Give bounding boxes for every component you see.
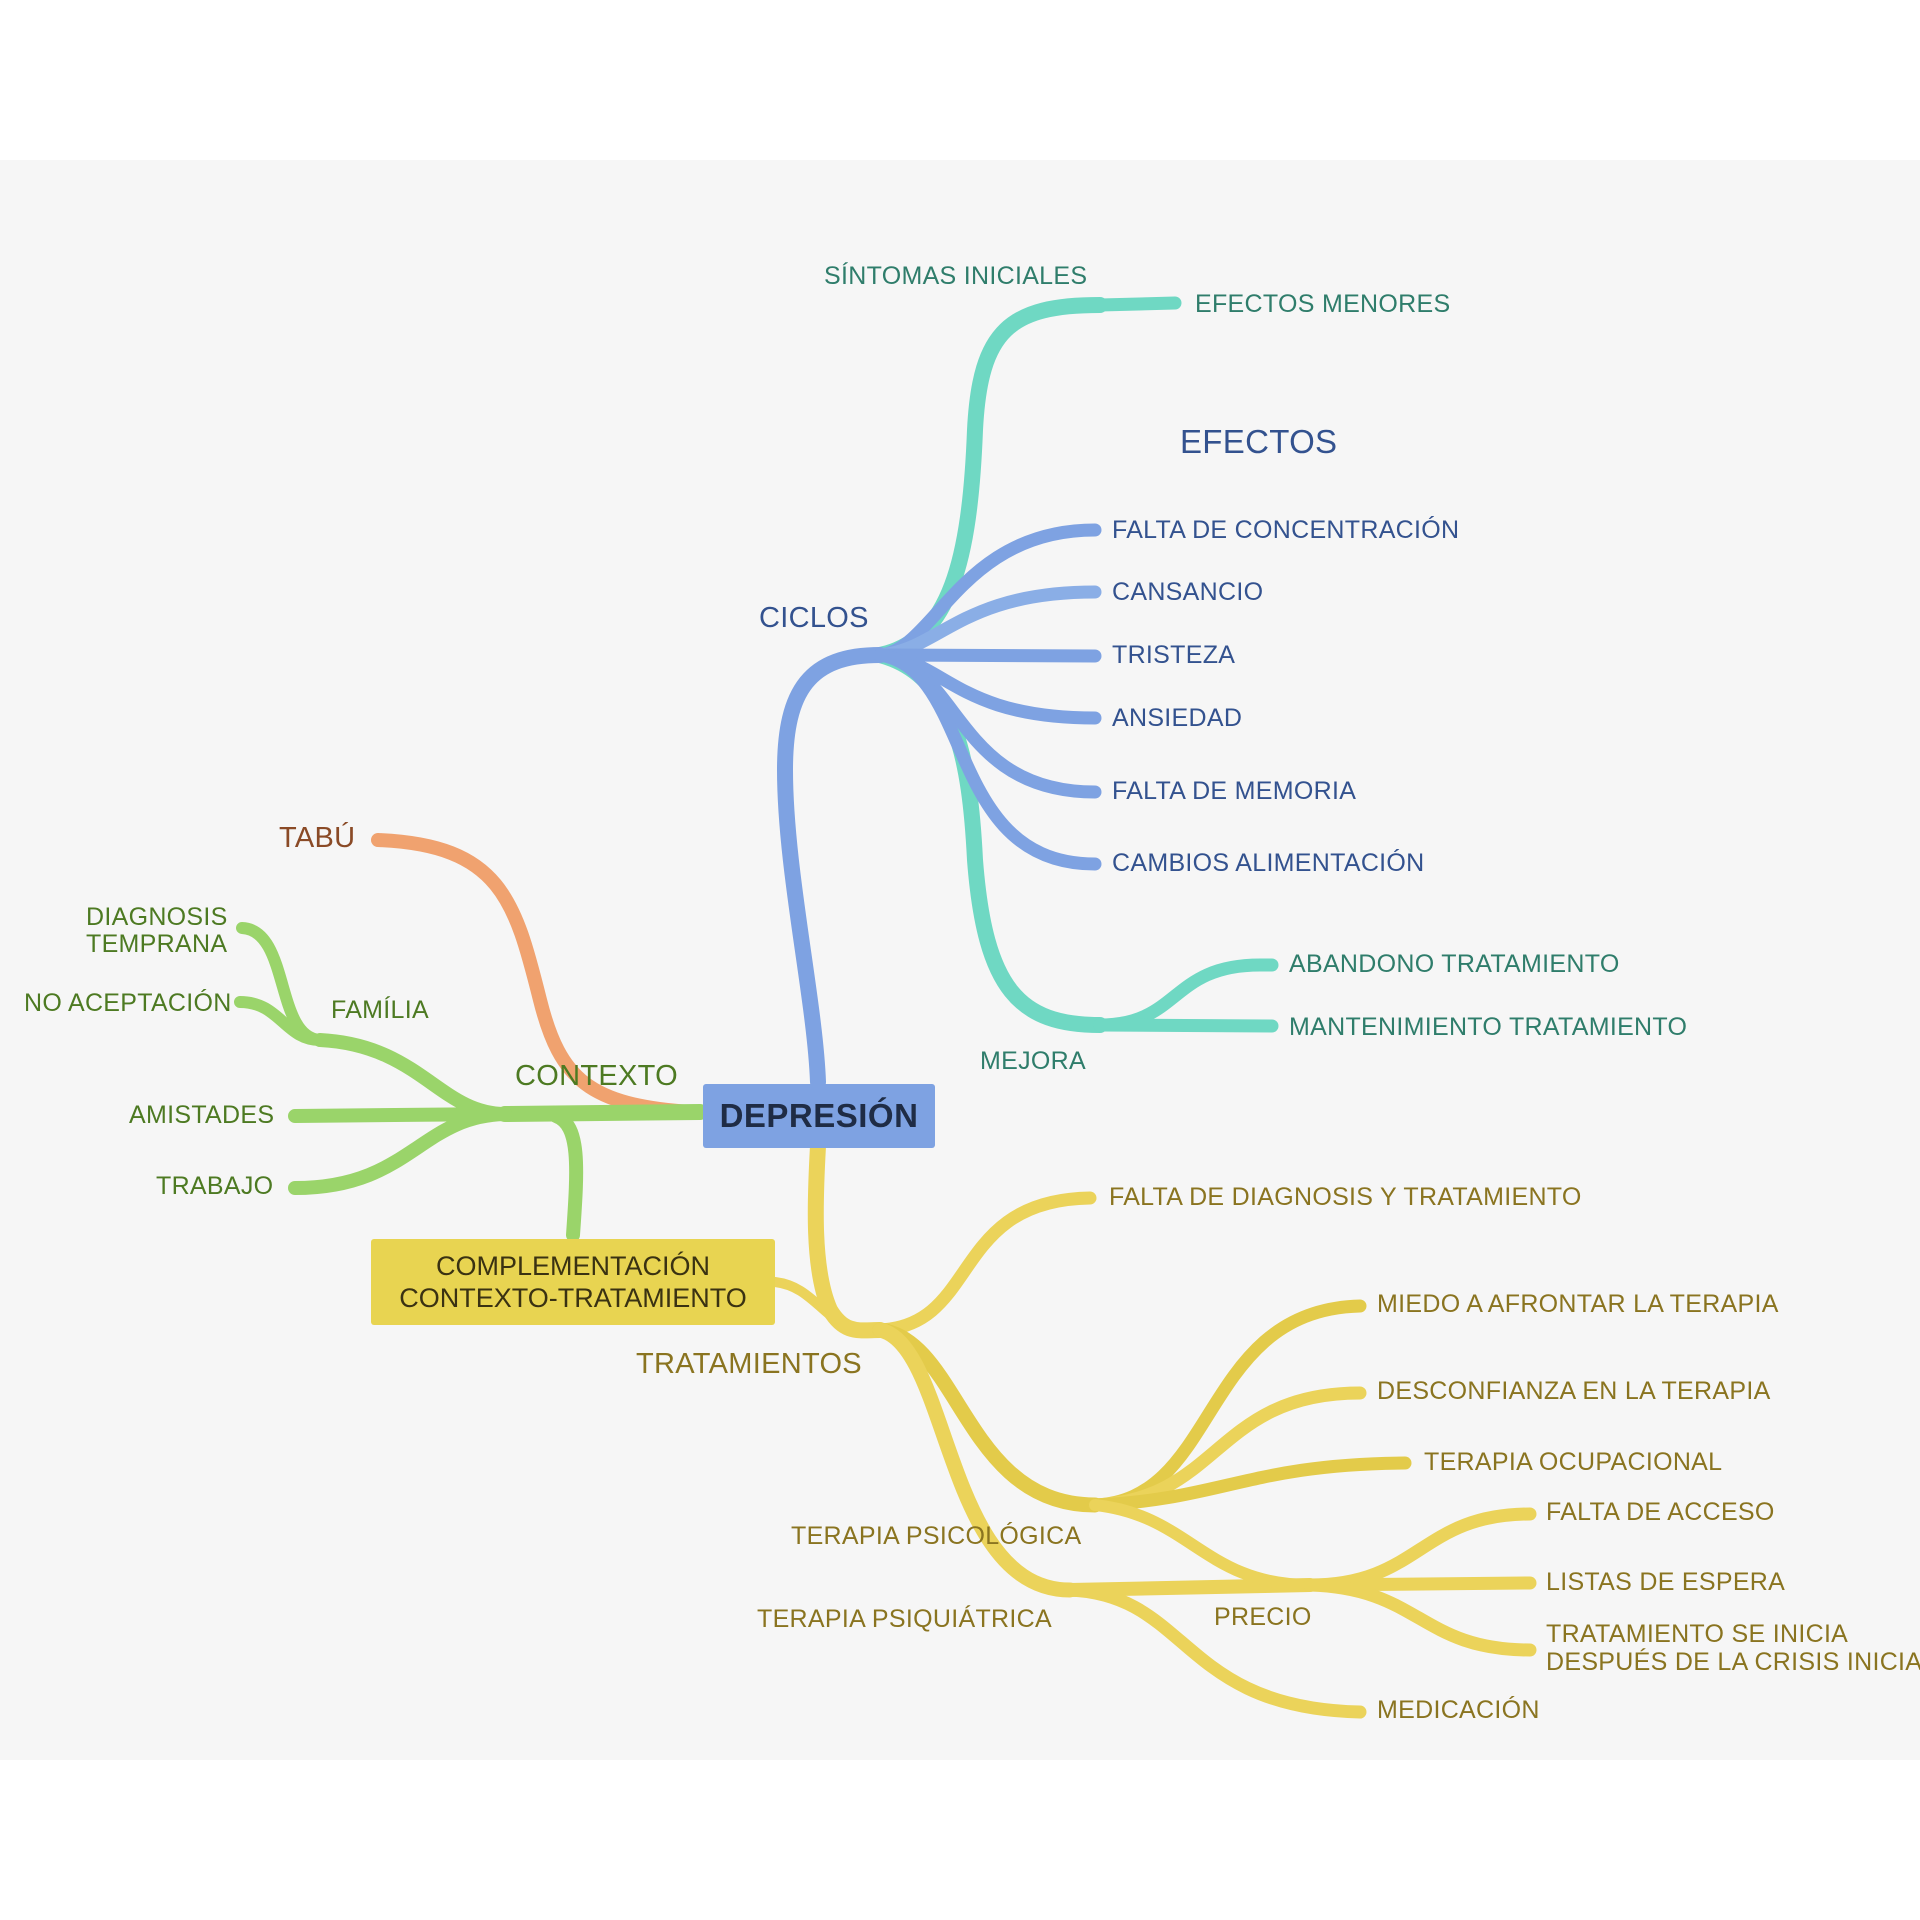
label-efectos-menores[interactable]: EFECTOS MENORES	[1195, 290, 1451, 318]
label-tabu[interactable]: TABÚ	[279, 822, 356, 854]
branch-medicacion	[1063, 1583, 1367, 1719]
label-miedo[interactable]: MIEDO A AFRONTAR LA TERAPIA	[1377, 1290, 1779, 1318]
branch-terapia-psiquiatrica	[872, 1322, 1078, 1598]
label-abandono-tratamiento[interactable]: ABANDONO TRATAMIENTO	[1289, 950, 1620, 978]
label-efecto-2[interactable]: CANSANCIO	[1112, 578, 1264, 606]
branch-mantenimiento	[1093, 1018, 1279, 1033]
label-terapia-ocupacional[interactable]: TERAPIA OCUPACIONAL	[1424, 1448, 1723, 1476]
branch-falta-diagnosis	[873, 1191, 1097, 1337]
root-node-depresion[interactable]: DEPRESIÓN	[703, 1084, 935, 1148]
label-efecto-1[interactable]: FALTA DE CONCENTRACIÓN	[1112, 516, 1460, 544]
label-mejora[interactable]: MEJORA	[980, 1047, 1086, 1075]
label-falta-acceso[interactable]: FALTA DE ACCESO	[1546, 1498, 1775, 1526]
complement-line-1: COMPLEMENTACIÓN	[435, 1251, 711, 1281]
label-listas-espera[interactable]: LISTAS DE ESPERA	[1546, 1568, 1786, 1596]
branch-tratamientos	[807, 1138, 888, 1339]
label-diagnosis[interactable]: DIAGNOSIS	[86, 903, 228, 931]
complement-node[interactable]: COMPLEMENTACIÓN CONTEXTO-TRATAMIENTO	[371, 1239, 775, 1325]
label-familia[interactable]: FAMÍLIA	[331, 996, 429, 1024]
label-efectos[interactable]: EFECTOS	[1180, 423, 1338, 460]
label-sintomas-iniciales[interactable]: SÍNTOMAS INICIALES	[824, 262, 1088, 290]
branch-crisis	[1303, 1578, 1537, 1657]
label-desconfianza[interactable]: DESCONFIANZA EN LA TERAPIA	[1377, 1377, 1771, 1405]
label-despues-crisis[interactable]: DESPUÉS DE LA CRISIS INICIAL	[1546, 1648, 1920, 1676]
label-temprana[interactable]: TEMPRANA	[86, 930, 228, 958]
label-ciclos[interactable]: CICLOS	[759, 602, 869, 634]
label-terapia-psiquiatrica[interactable]: TERAPIA PSIQUIÁTRICA	[757, 1605, 1052, 1633]
branch-trabajo	[288, 1107, 512, 1195]
branch-tabu	[371, 833, 697, 1119]
label-efecto-5[interactable]: FALTA DE MEMORIA	[1112, 777, 1357, 805]
label-efecto-4[interactable]: ANSIEDAD	[1112, 704, 1243, 732]
label-medicacion[interactable]: MEDICACIÓN	[1377, 1696, 1540, 1724]
label-precio[interactable]: PRECIO	[1214, 1603, 1312, 1631]
branch-familia	[313, 1033, 512, 1121]
branch-efecto-2	[873, 585, 1102, 662]
label-tratamiento-se-inicia[interactable]: TRATAMIENTO SE INICIA	[1546, 1620, 1849, 1648]
branch-precio-link	[1089, 1499, 1316, 1591]
branch-abandono	[1093, 958, 1279, 1032]
branch-no-aceptacion	[234, 996, 326, 1046]
label-mantenimiento-tratamiento[interactable]: MANTENIMIENTO TRATAMIENTO	[1289, 1013, 1688, 1041]
label-tratamientos[interactable]: TRATAMIENTOS	[636, 1348, 862, 1380]
label-falta-diagnosis[interactable]: FALTA DE DIAGNOSIS Y TRATAMIENTO	[1109, 1183, 1582, 1211]
branch-efecto-3	[873, 648, 1102, 663]
label-terapia-psicologica[interactable]: TERAPIA PSICOLÓGICA	[791, 1522, 1082, 1550]
branch-ciclos	[776, 647, 888, 1090]
label-no-aceptacion[interactable]: NO ACEPTACIÓN	[24, 989, 232, 1017]
label-amistades[interactable]: AMISTADES	[129, 1101, 275, 1129]
branch-mejora	[872, 647, 1108, 1033]
branch-complement-link	[549, 1109, 584, 1242]
branch-falta-acceso	[1303, 1507, 1537, 1592]
complement-line-2: CONTEXTO-TRATAMIENTO	[399, 1283, 747, 1313]
label-trabajo[interactable]: TRABAJO	[156, 1172, 274, 1200]
label-efecto-6[interactable]: CAMBIOS ALIMENTACIÓN	[1112, 849, 1425, 877]
branch-miedo	[1088, 1299, 1367, 1512]
branch-efecto-6	[873, 648, 1102, 871]
branch-complement-yellow	[770, 1277, 835, 1320]
branch-contexto	[497, 1104, 708, 1122]
branch-efectos-menores	[1093, 296, 1182, 312]
label-contexto[interactable]: CONTEXTO	[515, 1060, 678, 1092]
label-efecto-3[interactable]: TRISTEZA	[1112, 641, 1236, 669]
branch-ocupacional	[1088, 1456, 1412, 1512]
